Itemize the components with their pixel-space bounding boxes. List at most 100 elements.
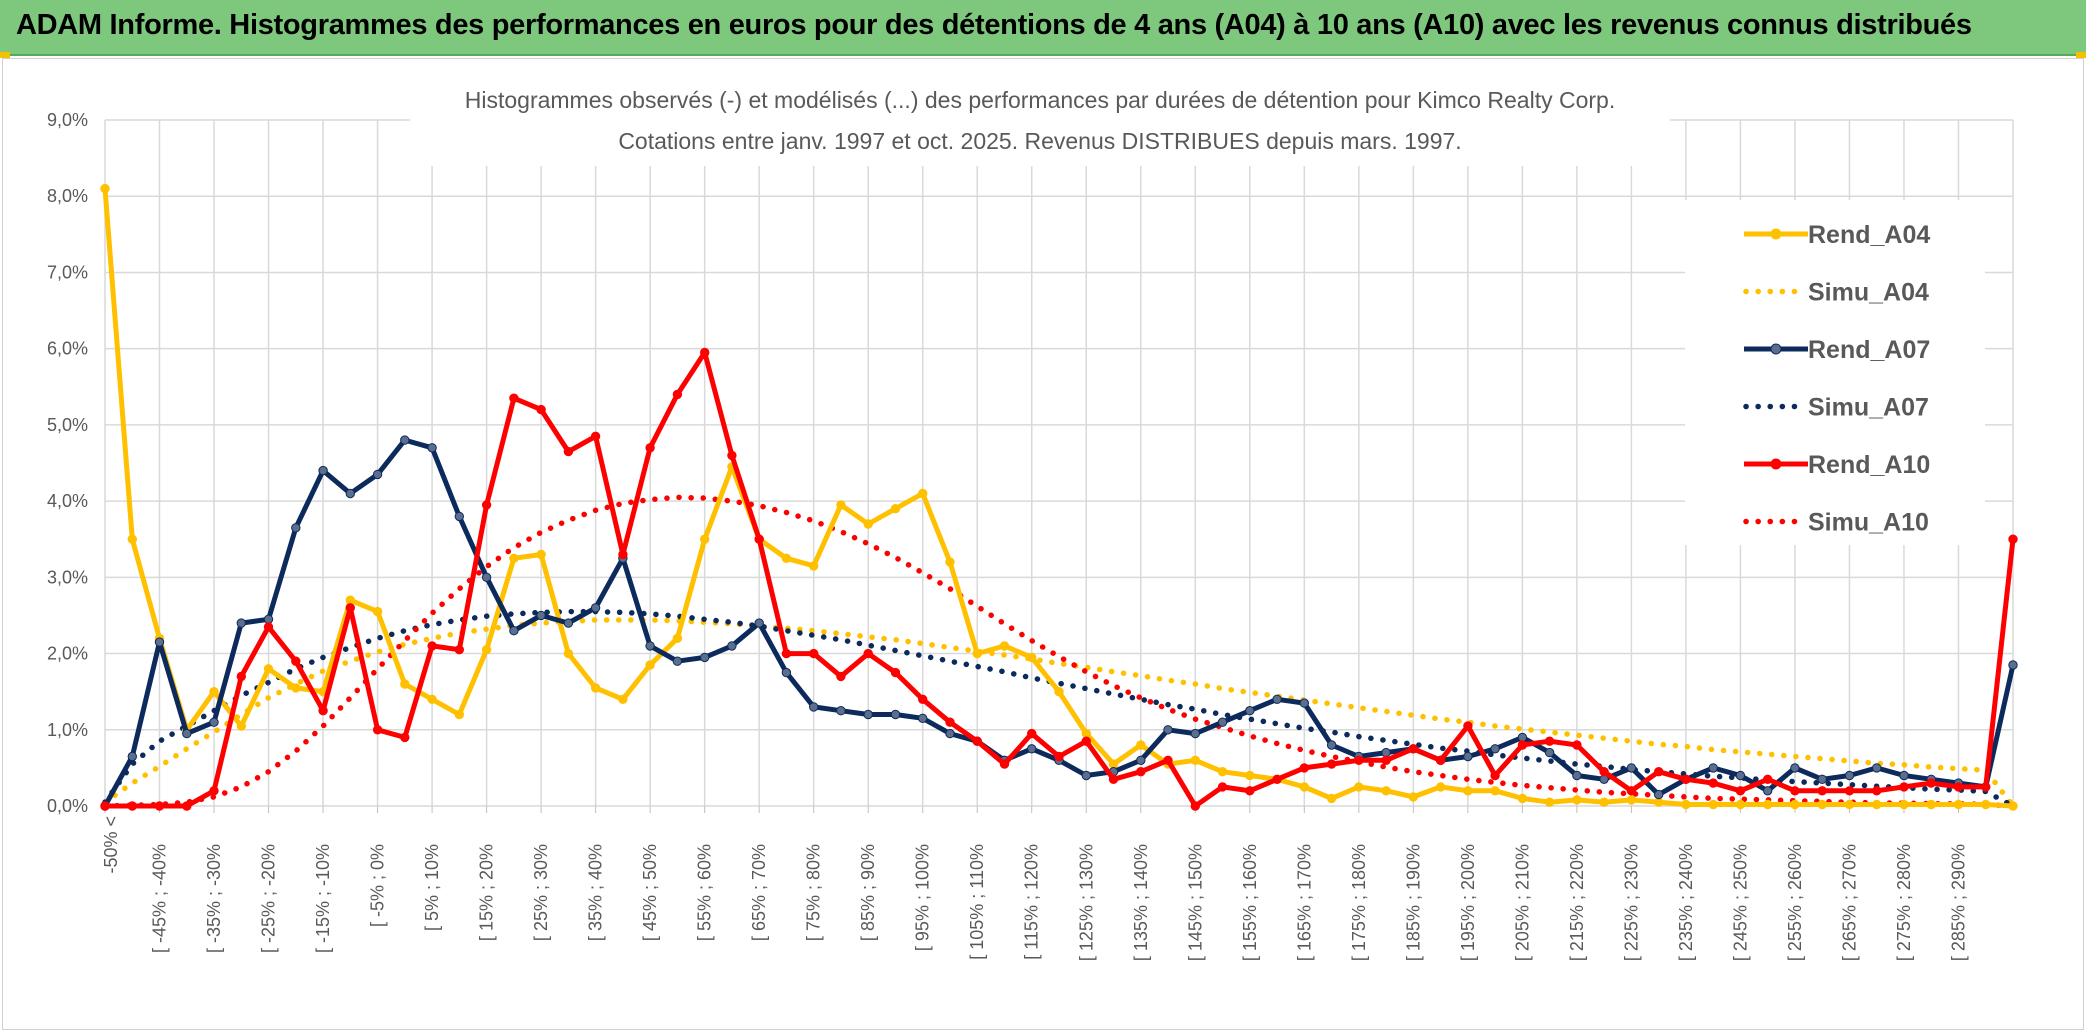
data-point-Rend_A04 [918,488,928,499]
data-point-Rend_A04 [672,633,683,643]
data-point-Rend_A07 [509,626,519,636]
data-point-Rend_A07 [1899,770,1909,781]
x-tick-label: [ 135% ; 140% [1131,844,1151,961]
data-point-Rend_A04 [781,553,792,563]
data-point-Rend_A04 [1844,799,1855,810]
chart-subtitle: Cotations entre janv. 1997 et oct. 2025.… [618,128,1461,154]
data-point-Rend_A10 [1490,770,1500,781]
x-tick-label: [ -5% ; 0% [368,844,388,927]
y-axis-ticks: 0,0% 1,0% 2,0% 3,0% 4,0% 5,0% 6,0% 7,0% 8,0% 9,0% [47,110,88,816]
data-point-Rend_A04 [536,549,546,560]
data-point-Rend_A04 [1217,767,1228,777]
data-point-Rend_A07 [400,435,410,445]
data-point-Rend_A07 [836,706,846,716]
data-point-Rend_A10 [1708,778,1718,788]
data-point-Rend_A10 [1626,786,1637,796]
x-tick-label: [ -45% ; -40% [150,844,170,953]
data-point-Rend_A04 [1953,799,1964,810]
data-point-Rend_A07 [318,465,328,476]
legend-label: Rend_A07 [1808,336,1930,364]
data-point-Rend_A07 [1844,770,1855,781]
data-point-Rend_A07 [1708,763,1718,773]
report-title: ADAM Informe. Histogrammes des performan… [16,9,1972,41]
data-point-Rend_A04 [263,664,274,674]
x-tick-label: [ 25% ; 30% [531,844,551,941]
legend-marker [1770,343,1782,355]
data-point-Rend_A04 [1027,652,1037,663]
x-tick-label: [ 35% ; 40% [586,844,606,941]
x-tick-label: [ 275% ; 280% [1894,844,1914,961]
data-point-Rend_A04 [1299,782,1310,792]
data-point-Rend_A10 [536,404,546,415]
data-point-Rend_A04 [563,648,574,659]
data-point-Rend_A04 [1354,782,1364,792]
data-point-Rend_A04 [1572,795,1582,805]
series-line-Simu_A10 [102,494,2016,809]
data-point-Rend_A10 [1790,786,1800,796]
data-point-Rend_A07 [427,443,437,453]
data-point-Rend_A10 [100,801,110,811]
data-point-Rend_A10 [372,725,383,735]
corner-mark [2076,52,2086,58]
data-point-Rend_A07 [1735,770,1746,781]
data-point-Rend_A04 [400,679,410,689]
data-point-Rend_A04 [1708,799,1718,810]
data-point-Rend_A07 [1081,770,1092,781]
x-tick-label: [ 55% ; 60% [695,844,715,941]
data-point-Rend_A04 [291,683,301,693]
y-tick-label: 0,0% [47,796,88,816]
data-point-Rend_A04 [1790,799,1800,810]
data-point-Rend_A04 [1190,755,1201,765]
data-point-Rend_A07 [754,618,764,628]
data-point-Rend_A10 [291,656,301,666]
data-point-Rend_A07 [481,572,492,582]
data-point-Rend_A04 [1490,786,1500,796]
x-tick-label: [ 235% ; 240% [1676,844,1696,961]
series-Simu_A10 [102,494,2016,809]
chart-title: Histogrammes observés (-) et modélisés (… [465,87,1615,113]
data-point-Rend_A04 [127,534,138,544]
data-point-Rend_A10 [1517,740,1528,750]
data-point-Rend_A04 [454,709,464,720]
data-point-Rend_A10 [1681,774,1691,784]
data-point-Rend_A10 [1299,763,1310,773]
data-point-Rend_A07 [236,618,247,628]
data-point-Rend_A10 [1326,759,1337,769]
data-point-Rend_A10 [345,603,355,613]
x-tick-label: [ 205% ; 210% [1512,844,1532,961]
data-point-Rend_A10 [263,622,274,632]
data-point-Rend_A07 [1463,751,1473,762]
data-point-Rend_A04 [236,721,247,731]
data-point-Rend_A07 [890,709,901,720]
data-point-Rend_A04 [1408,792,1419,802]
data-point-Rend_A07 [1299,698,1310,708]
data-point-Rend_A04 [863,519,873,529]
report-banner: ADAM Informe. Histogrammes des performan… [0,0,2086,56]
data-point-Rend_A10 [1763,774,1773,784]
data-point-Rend_A10 [972,736,982,746]
data-point-Rend_A07 [454,511,464,522]
data-point-Rend_A07 [1326,740,1337,750]
data-point-Rend_A04 [836,500,846,510]
x-tick-label: [ 45% ; 50% [640,844,660,941]
data-point-Rend_A04 [509,553,519,563]
x-tick-label: [ 215% ; 220% [1567,844,1587,961]
data-point-Rend_A10 [209,786,219,796]
data-point-Rend_A07 [1272,694,1282,704]
data-point-Rend_A10 [1381,755,1391,765]
data-point-Rend_A07 [209,717,219,727]
data-point-Rend_A07 [2008,660,2018,670]
y-tick-label: 4,0% [47,491,88,511]
data-point-Rend_A04 [481,645,492,655]
x-tick-label: [ -15% ; -10% [313,844,333,953]
data-point-Rend_A10 [1599,767,1609,777]
data-point-Rend_A04 [1763,799,1773,810]
x-tick-label: [ 185% ; 190% [1403,844,1423,961]
x-tick-label: [ 155% ; 160% [1240,844,1260,961]
data-point-Rend_A07 [1245,706,1255,716]
data-point-Rend_A10 [945,717,955,727]
data-point-Rend_A04 [1681,799,1691,810]
x-tick-label: [ 95% ; 100% [913,844,933,951]
series-Rend_A04 [100,183,2018,811]
data-point-Rend_A07 [345,488,355,499]
